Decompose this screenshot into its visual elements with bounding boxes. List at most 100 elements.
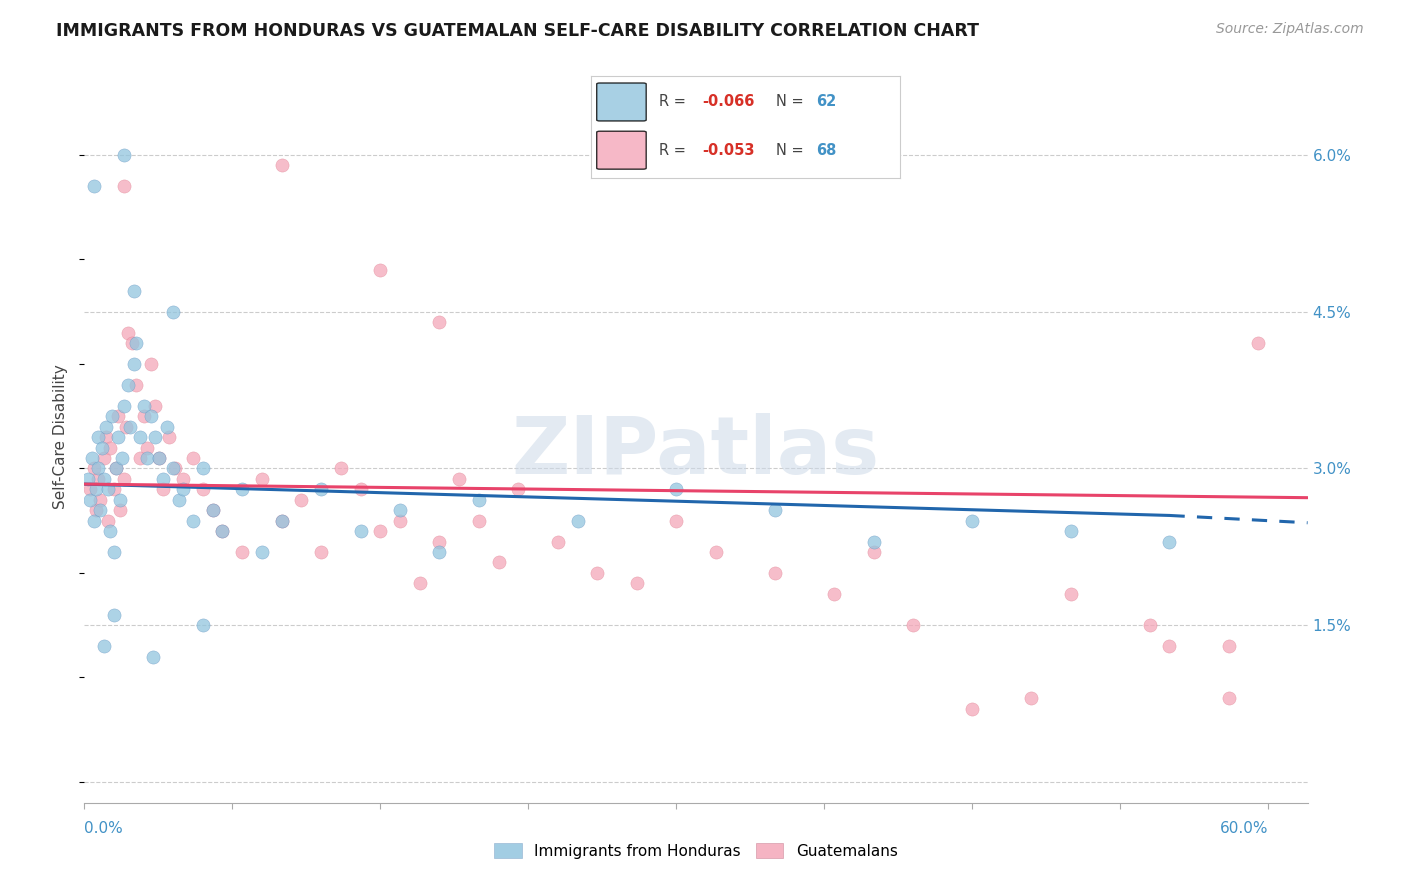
Point <box>862 545 884 559</box>
Point <box>960 514 983 528</box>
Point <box>93 450 115 465</box>
Point <box>1060 524 1083 538</box>
Point <box>122 357 145 371</box>
Point <box>1060 587 1083 601</box>
Point <box>152 472 174 486</box>
Point <box>157 430 180 444</box>
Point <box>114 419 136 434</box>
Point <box>368 524 391 538</box>
Text: 60.0%: 60.0% <box>1219 821 1268 836</box>
Point <box>124 377 146 392</box>
Point <box>122 284 145 298</box>
Point <box>1139 618 1161 632</box>
FancyBboxPatch shape <box>596 131 647 169</box>
Point <box>111 450 134 465</box>
Point <box>84 483 107 497</box>
Point <box>231 545 253 559</box>
Point <box>98 524 121 538</box>
Point <box>181 514 204 528</box>
Point <box>121 336 143 351</box>
Point <box>250 545 273 559</box>
Point <box>763 566 786 580</box>
Point <box>103 483 125 497</box>
Point <box>191 618 214 632</box>
Point <box>1159 639 1181 653</box>
Point <box>309 545 332 559</box>
Point <box>823 587 845 601</box>
Point <box>201 503 224 517</box>
Point <box>136 441 159 455</box>
Point <box>290 492 312 507</box>
Point <box>98 441 121 455</box>
Point <box>132 409 155 424</box>
Point <box>468 514 491 528</box>
Point <box>162 461 184 475</box>
Point <box>87 461 110 475</box>
Point <box>191 461 214 475</box>
Text: N =: N = <box>776 95 808 110</box>
Point <box>128 430 150 444</box>
Point <box>112 472 135 486</box>
Text: ZIPatlas: ZIPatlas <box>512 413 880 491</box>
Point <box>349 524 371 538</box>
Point <box>145 430 167 444</box>
Point <box>763 503 786 517</box>
Point <box>136 450 159 465</box>
Point <box>112 179 135 194</box>
Point <box>165 461 187 475</box>
Legend: Immigrants from Honduras, Guatemalans: Immigrants from Honduras, Guatemalans <box>488 837 904 864</box>
Point <box>89 492 111 507</box>
Point <box>112 399 135 413</box>
Point <box>117 326 139 340</box>
Point <box>79 492 101 507</box>
Point <box>79 483 101 497</box>
Point <box>172 483 194 497</box>
Point <box>77 472 100 486</box>
Point <box>84 503 107 517</box>
Point <box>1159 534 1181 549</box>
Point <box>107 430 129 444</box>
Point <box>83 179 105 194</box>
Point <box>162 304 184 318</box>
Point <box>103 607 125 622</box>
Text: N =: N = <box>776 143 808 158</box>
Point <box>586 566 609 580</box>
Point <box>141 409 163 424</box>
Point <box>107 409 129 424</box>
Point <box>132 399 155 413</box>
Point <box>567 514 589 528</box>
Point <box>349 483 371 497</box>
Point <box>409 576 432 591</box>
Point <box>87 430 110 444</box>
Point <box>148 450 170 465</box>
Point <box>862 534 884 549</box>
Point <box>83 461 105 475</box>
Point <box>231 483 253 497</box>
Text: -0.053: -0.053 <box>702 143 755 158</box>
Point <box>368 263 391 277</box>
Point <box>141 357 163 371</box>
Point <box>429 534 451 549</box>
Text: R =: R = <box>658 95 690 110</box>
Point <box>93 472 115 486</box>
Point <box>1021 691 1043 706</box>
Point <box>309 483 332 497</box>
Point <box>156 419 179 434</box>
Point <box>665 514 688 528</box>
Point <box>960 702 983 716</box>
Point <box>270 514 292 528</box>
Point <box>488 556 510 570</box>
Y-axis label: Self-Care Disability: Self-Care Disability <box>53 365 69 509</box>
Text: Source: ZipAtlas.com: Source: ZipAtlas.com <box>1216 22 1364 37</box>
Point <box>117 377 139 392</box>
Point <box>128 450 150 465</box>
Point <box>91 441 114 455</box>
Point <box>124 336 146 351</box>
Point <box>101 409 124 424</box>
Point <box>118 419 141 434</box>
Point <box>142 649 165 664</box>
Point <box>103 545 125 559</box>
Point <box>329 461 352 475</box>
Point <box>172 472 194 486</box>
Text: IMMIGRANTS FROM HONDURAS VS GUATEMALAN SELF-CARE DISABILITY CORRELATION CHART: IMMIGRANTS FROM HONDURAS VS GUATEMALAN S… <box>56 22 979 40</box>
